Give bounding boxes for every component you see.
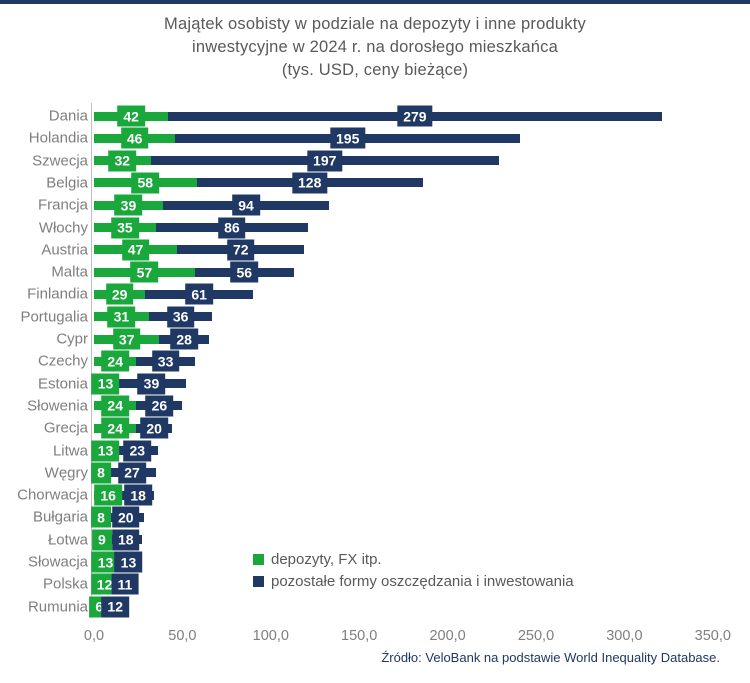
value-label-other: 195: [330, 127, 366, 149]
top-border-line: [0, 0, 750, 4]
country-label: Portugalia: [20, 308, 88, 326]
chart-title-line3: (tys. USD, ceny bieżące): [281, 61, 469, 79]
value-label-deposits: 46: [120, 127, 149, 149]
value-label-other: 39: [137, 373, 166, 395]
value-label-other: 94: [232, 194, 260, 216]
value-label-other: 11: [111, 573, 139, 595]
value-label-deposits: 8: [91, 506, 111, 528]
legend-swatch-icon: [253, 575, 264, 587]
value-label-other: 20: [112, 506, 140, 528]
country-label: Czechy: [37, 352, 88, 370]
country-label: Bułgaria: [32, 508, 88, 526]
x-axis-tick-label: 150,0: [341, 628, 378, 644]
chart-title-line1: Majątek osobisty w podziale na depozyty …: [164, 15, 586, 33]
value-label-deposits: 13: [91, 440, 120, 461]
value-label-deposits: 13: [91, 551, 120, 573]
value-label-other: 36: [166, 306, 195, 328]
legend-item: depozyty, FX itp.: [253, 548, 574, 570]
value-label-deposits: 31: [107, 306, 136, 328]
value-label-deposits: 57: [130, 261, 159, 283]
country-label: Francja: [37, 196, 88, 214]
country-label: Włochy: [38, 219, 88, 236]
legend-item: pozostałe formy oszczędzania i inwestowa…: [253, 570, 574, 592]
value-label-other: 18: [112, 529, 140, 551]
country-label: Polska: [42, 575, 88, 593]
value-label-other: 12: [101, 596, 129, 618]
value-label-deposits: 37: [112, 328, 141, 350]
x-axis-tick-label: 250,0: [517, 628, 555, 644]
country-label: Węgry: [44, 464, 88, 482]
value-label-other: 26: [145, 395, 174, 417]
x-axis-tick-label: 50,0: [168, 628, 197, 644]
country-label: Austria: [41, 241, 88, 259]
country-label: Malta: [51, 263, 88, 281]
value-label-other: 18: [124, 484, 152, 506]
x-axis-tick-label: 0,0: [83, 628, 105, 644]
country-label: Słowenia: [27, 397, 88, 415]
value-label-other: 20: [140, 417, 168, 439]
legend-label: pozostałe formy oszczędzania i inwestowa…: [271, 572, 574, 590]
value-label-other: 56: [230, 261, 259, 283]
country-label: Rumunia: [27, 598, 88, 616]
value-label-other: 279: [397, 105, 433, 127]
country-label: Holandia: [28, 129, 88, 147]
legend: depozyty, FX itp. pozostałe formy oszczęd…: [253, 548, 574, 592]
x-axis-tick-label: 100,0: [252, 628, 289, 644]
value-label-deposits: 24: [101, 350, 129, 372]
value-label-other: 23: [123, 440, 152, 461]
value-label-deposits: 39: [114, 194, 143, 216]
value-label-other: 33: [151, 350, 180, 372]
x-axis-tick-label: 200,0: [429, 628, 466, 644]
value-label-deposits: 16: [94, 484, 122, 506]
value-label-deposits: 24: [101, 417, 129, 439]
value-label-deposits: 42: [117, 105, 145, 127]
country-label: Chorwacja: [17, 486, 88, 504]
country-label: Łotwa: [47, 531, 88, 549]
country-label: Słowacja: [27, 553, 88, 571]
country-label: Dania: [48, 107, 88, 125]
country-label: Finlandia: [27, 285, 88, 303]
country-label: Grecja: [43, 419, 88, 437]
country-label: Estonia: [37, 375, 88, 393]
value-label-deposits: 24: [101, 395, 129, 417]
value-label-deposits: 29: [105, 283, 134, 305]
value-label-deposits: 8: [91, 462, 111, 484]
legend-swatch-icon: [253, 553, 264, 565]
legend-label: depozyty, FX itp.: [271, 550, 382, 568]
value-label-deposits: 9: [92, 529, 112, 551]
value-label-deposits: 32: [108, 150, 137, 172]
value-label-deposits: 13: [91, 373, 120, 395]
chart-title-line2: inwestycyjne w 2024 r. na dorosłego mies…: [192, 38, 558, 56]
y-axis-line: [91, 103, 92, 618]
x-axis-tick-label: 300,0: [606, 628, 643, 644]
x-axis-tick-label: 350,0: [694, 628, 731, 644]
value-label-other: 13: [114, 551, 143, 573]
country-label: Szwecja: [32, 152, 88, 170]
value-label-other: 86: [218, 217, 246, 238]
value-label-other: 61: [185, 283, 213, 305]
value-label-deposits: 12: [90, 573, 119, 595]
chart-title: Majątek osobisty w podziale na depozyty …: [0, 13, 750, 82]
value-label-other: 27: [118, 462, 146, 484]
value-label-deposits: 47: [121, 239, 150, 261]
country-label: Belgia: [46, 174, 88, 192]
value-label-other: 128: [292, 172, 328, 194]
country-label: Cypr: [56, 330, 88, 348]
value-label-other: 72: [226, 239, 255, 261]
source-note: Źródło: VeloBank na podstawie World Ineq…: [381, 650, 720, 665]
value-label-deposits: 35: [111, 217, 139, 238]
value-label-other: 28: [170, 328, 198, 350]
value-label-deposits: 58: [131, 172, 160, 194]
value-label-other: 197: [307, 150, 343, 172]
country-label: Litwa: [52, 442, 88, 459]
